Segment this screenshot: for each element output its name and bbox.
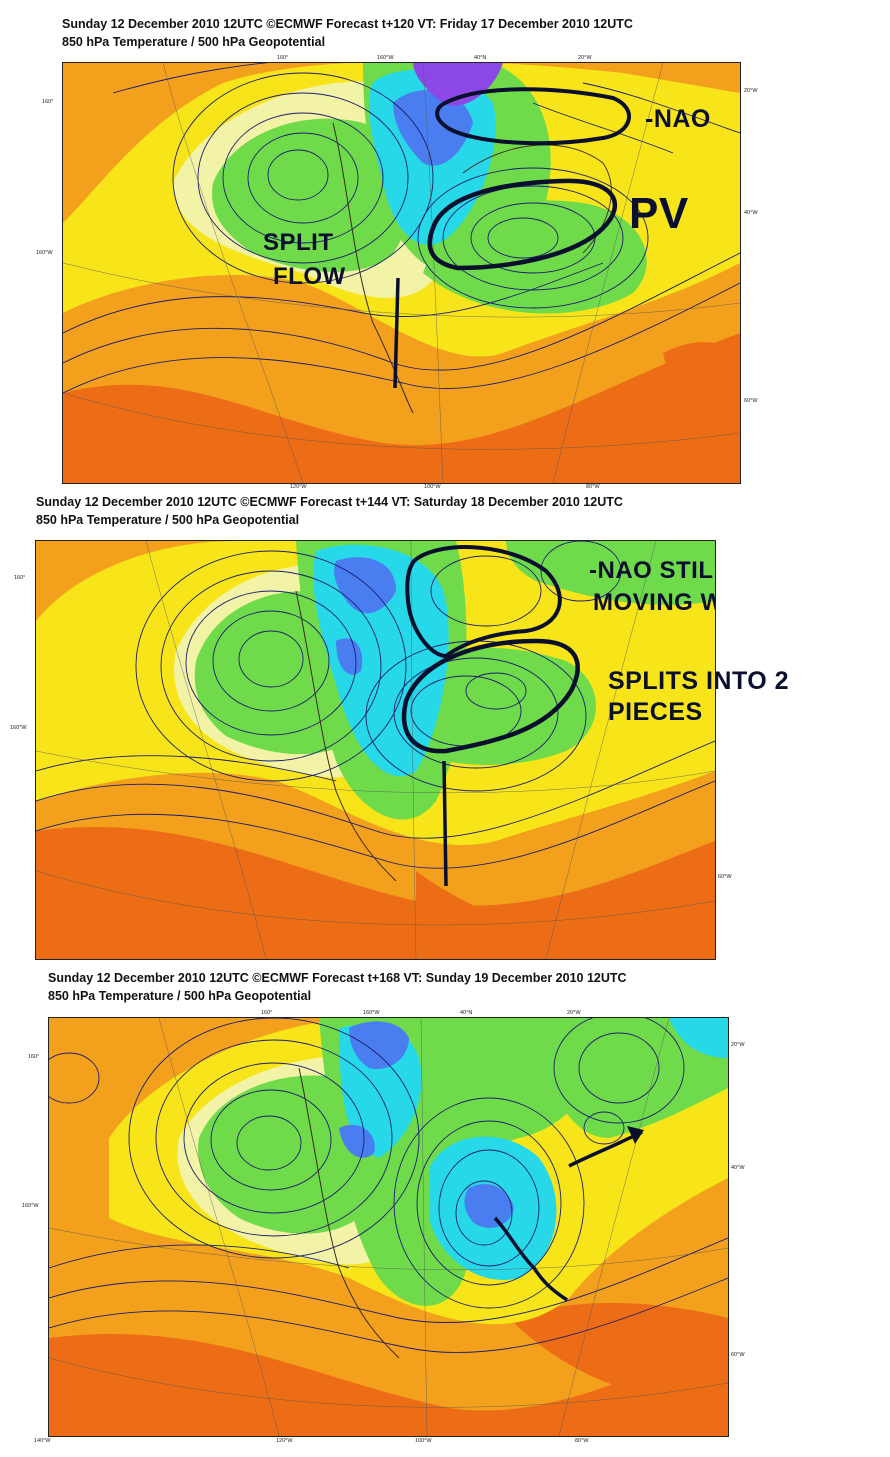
panel-1-side-label: 60°W xyxy=(744,398,758,404)
panel-1-nao-outline xyxy=(435,87,631,146)
panel-3-lon-label: 20°W xyxy=(567,1010,581,1016)
panel-1-field xyxy=(63,63,740,483)
panel-3-lon-label: 40°N xyxy=(460,1010,473,1016)
panel-1-lon-label: 20°W xyxy=(578,55,592,61)
panel-1-annotation-pv: PV xyxy=(629,189,689,238)
panel-3-side-label: 40°W xyxy=(731,1165,745,1171)
panel-2-annotation-pieces: PIECES xyxy=(608,698,703,726)
panel-1-contours xyxy=(63,63,740,394)
panel-3-side-label: 20°W xyxy=(731,1042,745,1048)
panel-3-side-label: 60°W xyxy=(731,1352,745,1358)
panel-1-annotation-flow: FLOW xyxy=(273,263,346,290)
panel-2-split-line xyxy=(442,760,448,887)
panel-2-annotation-nao: -NAO STILL xyxy=(589,557,716,584)
panel-1-map: -NAO PV SPLIT FLOW xyxy=(62,62,741,484)
panel-2-side-label: 60°W xyxy=(718,874,732,880)
panel-1-annotation-split: SPLIT xyxy=(263,229,334,256)
panel-1-split-line xyxy=(393,277,400,389)
panel-1-lon-label: 80°W xyxy=(586,484,600,490)
panel-2-subtitle: 850 hPa Temperature / 500 hPa Geopotenti… xyxy=(36,513,300,527)
panel-3-lon-label: 80°W xyxy=(575,1438,589,1444)
panel-3-map xyxy=(48,1017,729,1437)
panel-3-lon-label: 160° xyxy=(261,1010,273,1016)
panel-1-lon-label: 120°W xyxy=(290,484,307,490)
panel-1-header: Sunday 12 December 2010 12UTC ©ECMWF For… xyxy=(62,17,633,31)
panel-3-lon-label: 120°W xyxy=(276,1438,293,1444)
panel-2-side-label: 160° xyxy=(14,575,26,581)
panel-3-header: Sunday 12 December 2010 12UTC ©ECMWF For… xyxy=(48,971,627,985)
panel-3-arrow-head xyxy=(627,1126,644,1144)
panel-3-subtitle: 850 hPa Temperature / 500 hPa Geopotenti… xyxy=(48,989,312,1003)
panel-2-annotation-moving: MOVING W xyxy=(593,589,716,616)
panel-2-pv-outline xyxy=(401,638,580,754)
panel-2-annotation-splits: SPLITS INTO 2 xyxy=(608,667,790,695)
panel-1-pv-outline xyxy=(427,178,617,271)
panel-1-lon-label: 160°W xyxy=(377,55,394,61)
panel-1-side-label: 160°W xyxy=(36,250,53,256)
panel-3-side-label: 160° xyxy=(28,1054,40,1060)
panel-2-map: -NAO STILL MOVING W xyxy=(35,540,716,960)
panel-1-lon-label: 100°W xyxy=(424,484,441,490)
panel-1-lon-label: 160° xyxy=(277,55,289,61)
panel-3-track-line xyxy=(493,1216,568,1302)
panel-3-lon-label: 100°W xyxy=(415,1438,432,1444)
panel-3-side-label: 160°W xyxy=(22,1203,39,1209)
panel-1-lon-label: 40°N xyxy=(474,55,487,61)
panel-1-subtitle: 850 hPa Temperature / 500 hPa Geopotenti… xyxy=(62,35,326,49)
panel-2-field xyxy=(36,541,715,959)
panel-3-lon-label: 160°W xyxy=(363,1010,380,1016)
panel-1-side-label: 20°W xyxy=(744,88,758,94)
panel-1-side-label: 40°W xyxy=(744,210,758,216)
panel-3-lon-label: 140°W xyxy=(34,1438,51,1444)
panel-1-side-label: 160° xyxy=(42,99,54,105)
panel-3-contours xyxy=(49,1018,728,1354)
panel-2-side-label: 160°W xyxy=(10,725,27,731)
panel-3-field xyxy=(49,1018,728,1436)
panel-1-annotation-nao: -NAO xyxy=(645,105,711,133)
panel-2-nao-outline xyxy=(405,545,562,659)
panel-2-header: Sunday 12 December 2010 12UTC ©ECMWF For… xyxy=(36,495,623,509)
panel-2-contours xyxy=(36,541,715,869)
